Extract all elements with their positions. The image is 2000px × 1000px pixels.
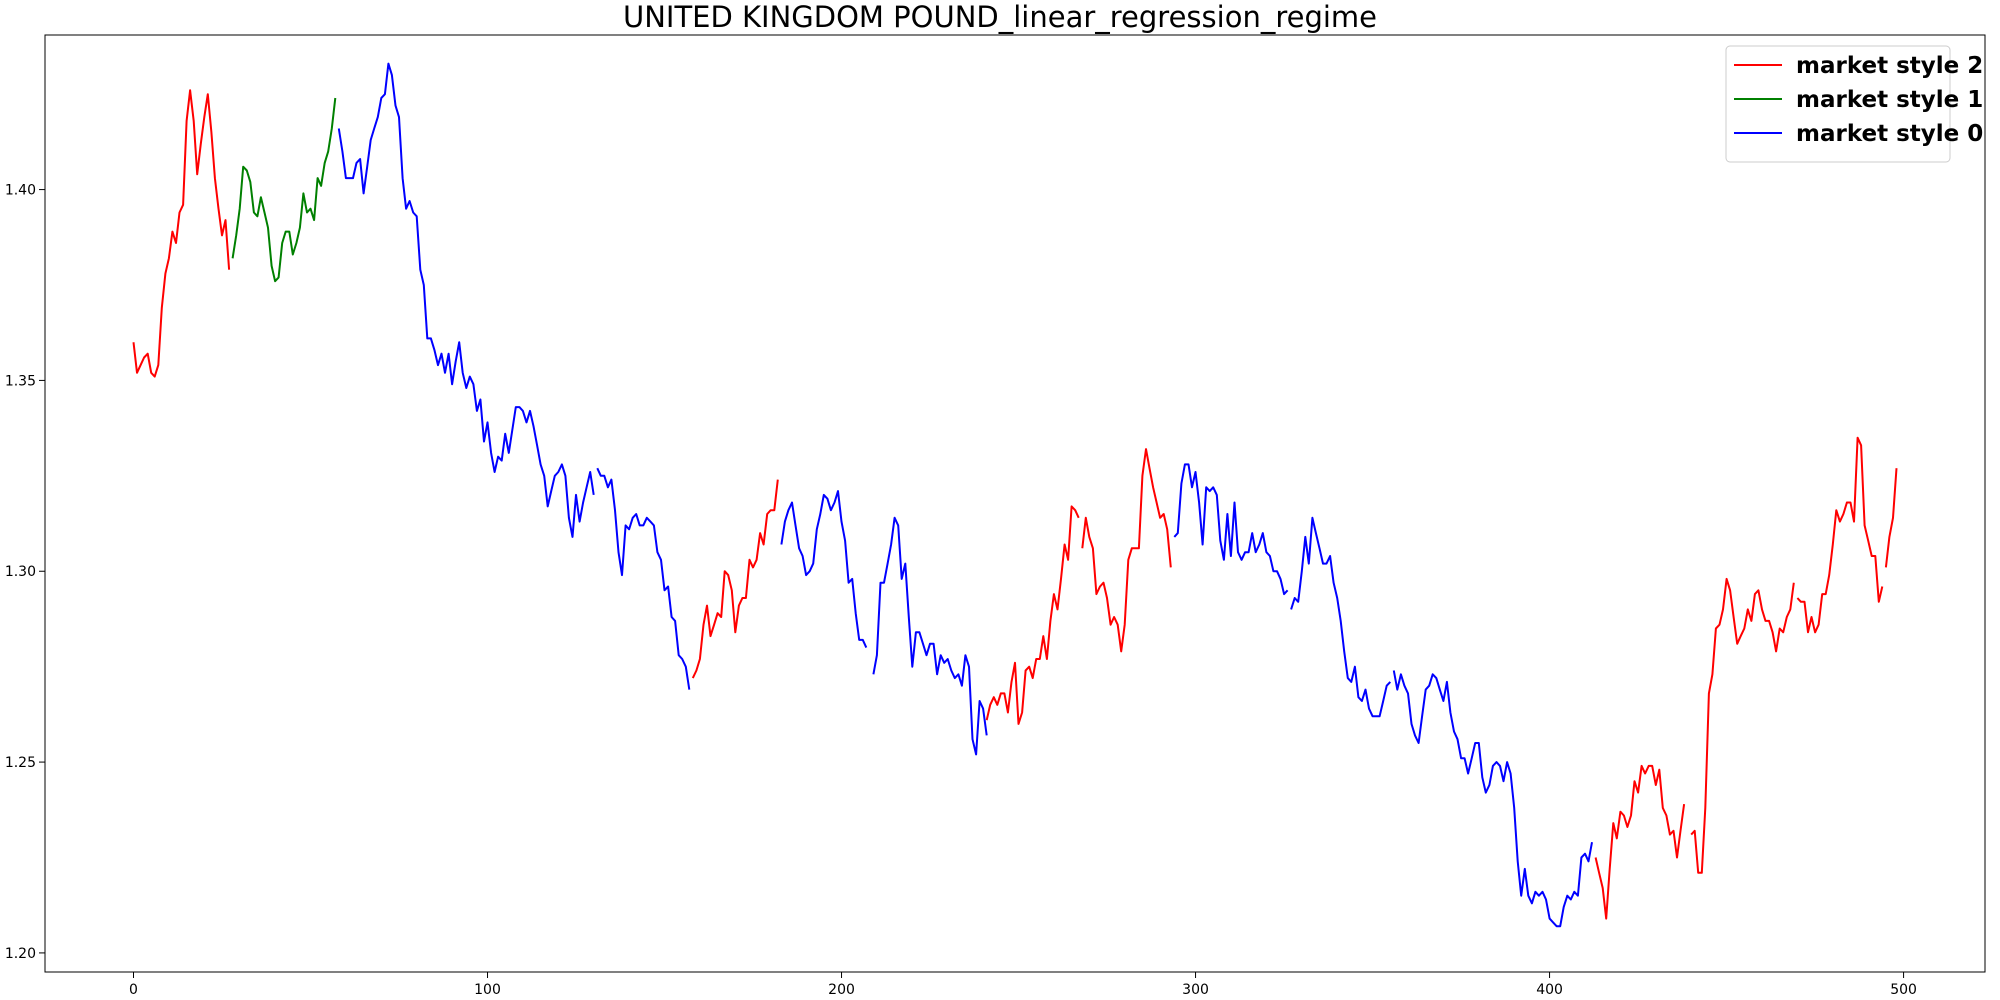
x-tick-label: 0 bbox=[129, 982, 138, 998]
legend-label: market style 1 bbox=[1796, 87, 1983, 113]
x-tick-label: 300 bbox=[1182, 982, 1209, 998]
x-tick-label: 200 bbox=[828, 982, 855, 998]
series-segment-style-0-11 bbox=[1392, 670, 1593, 928]
series-segment-style-2-8 bbox=[1081, 448, 1172, 653]
legend: market style 2 market style 1 market style… bbox=[1725, 45, 1983, 163]
y-tick-label: 1.25 bbox=[5, 755, 36, 771]
series-segment-style-0-2 bbox=[337, 62, 595, 538]
y-tick-label: 1.30 bbox=[5, 564, 36, 580]
series-segment-style-0-6 bbox=[872, 516, 988, 756]
series-segment-style-2-12 bbox=[1594, 764, 1686, 920]
x-tick-label: 400 bbox=[1536, 982, 1563, 998]
series-segment-style-1-1 bbox=[231, 97, 337, 283]
series-segment-style-0-9 bbox=[1173, 463, 1289, 596]
y-axis: 1.20 1.25 1.30 1.35 1.40 bbox=[5, 183, 45, 962]
series-segment-style-0-10 bbox=[1290, 516, 1392, 718]
series-segment-style-0-5 bbox=[780, 490, 868, 649]
legend-label: market style 0 bbox=[1796, 121, 1983, 147]
series-segment-style-2-7 bbox=[985, 505, 1080, 725]
y-tick-label: 1.35 bbox=[5, 373, 36, 389]
plot-frame bbox=[44, 34, 1986, 973]
series-segment-style-2-13 bbox=[1690, 577, 1795, 874]
chart-title: UNITED KINGDOM POUND_linear_regression_r… bbox=[622, 0, 1378, 34]
x-axis: 0 100 200 300 400 500 bbox=[129, 972, 1917, 998]
legend-label: market style 2 bbox=[1796, 53, 1983, 79]
series-segment-style-2-4 bbox=[691, 479, 779, 679]
x-tick-label: 100 bbox=[474, 982, 501, 998]
series-segment-style-2-0 bbox=[132, 89, 231, 378]
series-segment-style-2-14 bbox=[1796, 436, 1884, 634]
y-tick-label: 1.20 bbox=[5, 946, 36, 962]
y-tick-label: 1.40 bbox=[5, 183, 36, 199]
series-segment-style-0-3 bbox=[596, 467, 691, 690]
series-segment-style-2-15 bbox=[1884, 468, 1898, 568]
series-layer bbox=[132, 62, 1898, 928]
x-tick-label: 500 bbox=[1890, 982, 1917, 998]
